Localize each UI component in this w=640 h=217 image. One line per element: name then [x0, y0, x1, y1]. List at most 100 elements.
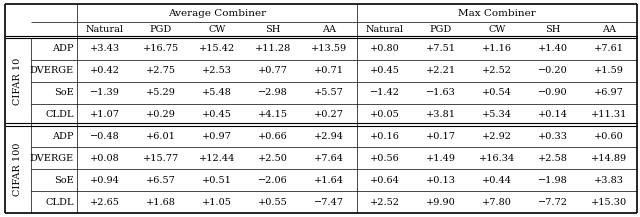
Text: +15.42: +15.42 — [199, 44, 235, 53]
Text: −0.90: −0.90 — [538, 88, 568, 97]
Text: +15.77: +15.77 — [143, 154, 179, 163]
Text: +1.07: +1.07 — [90, 110, 120, 119]
Text: +0.27: +0.27 — [314, 110, 344, 119]
Text: +2.53: +2.53 — [202, 66, 232, 75]
Text: +0.44: +0.44 — [482, 176, 512, 185]
Text: DVERGE: DVERGE — [30, 154, 74, 163]
Text: PGD: PGD — [430, 26, 452, 35]
Text: +0.29: +0.29 — [146, 110, 176, 119]
Text: +2.92: +2.92 — [482, 132, 512, 141]
Text: +3.43: +3.43 — [90, 44, 120, 53]
Text: DVERGE: DVERGE — [30, 66, 74, 75]
Text: +0.45: +0.45 — [370, 66, 400, 75]
Text: +9.90: +9.90 — [426, 197, 456, 207]
Text: +0.42: +0.42 — [90, 66, 120, 75]
Text: +12.44: +12.44 — [199, 154, 235, 163]
Text: +11.28: +11.28 — [255, 44, 291, 53]
Text: +16.34: +16.34 — [479, 154, 515, 163]
Text: +7.64: +7.64 — [314, 154, 344, 163]
Text: +1.59: +1.59 — [594, 66, 624, 75]
Text: CLDL: CLDL — [45, 110, 74, 119]
Text: +7.61: +7.61 — [594, 44, 624, 53]
Text: +2.75: +2.75 — [146, 66, 176, 75]
Text: +5.57: +5.57 — [314, 88, 344, 97]
Text: −7.72: −7.72 — [538, 197, 568, 207]
Text: +0.64: +0.64 — [370, 176, 400, 185]
Text: +0.33: +0.33 — [538, 132, 568, 141]
Text: +2.94: +2.94 — [314, 132, 344, 141]
Text: PGD: PGD — [150, 26, 172, 35]
Text: +0.77: +0.77 — [258, 66, 288, 75]
Text: −2.06: −2.06 — [258, 176, 288, 185]
Text: +1.49: +1.49 — [426, 154, 456, 163]
Text: +0.54: +0.54 — [482, 88, 512, 97]
Text: +5.29: +5.29 — [146, 88, 176, 97]
Text: SH: SH — [266, 26, 281, 35]
Text: +7.51: +7.51 — [426, 44, 456, 53]
Text: SH: SH — [545, 26, 561, 35]
Text: −1.42: −1.42 — [370, 88, 400, 97]
Text: −1.63: −1.63 — [426, 88, 456, 97]
Text: ADP: ADP — [52, 132, 74, 141]
Text: +0.56: +0.56 — [370, 154, 400, 163]
Text: +2.50: +2.50 — [258, 154, 288, 163]
Text: +0.60: +0.60 — [594, 132, 624, 141]
Text: SoE: SoE — [54, 176, 74, 185]
Text: +14.89: +14.89 — [591, 154, 627, 163]
Text: +3.81: +3.81 — [426, 110, 456, 119]
Text: +0.94: +0.94 — [90, 176, 120, 185]
Text: +6.01: +6.01 — [146, 132, 176, 141]
Text: +2.52: +2.52 — [370, 197, 400, 207]
Text: +0.05: +0.05 — [370, 110, 400, 119]
Text: −0.48: −0.48 — [90, 132, 120, 141]
Text: −1.39: −1.39 — [90, 88, 120, 97]
Text: +3.83: +3.83 — [594, 176, 624, 185]
Text: +0.55: +0.55 — [258, 197, 288, 207]
Text: +0.51: +0.51 — [202, 176, 232, 185]
Text: Max Combiner: Max Combiner — [458, 8, 536, 18]
Text: +0.80: +0.80 — [370, 44, 400, 53]
Text: CW: CW — [208, 26, 226, 35]
Text: +5.48: +5.48 — [202, 88, 232, 97]
Text: +15.30: +15.30 — [591, 197, 627, 207]
Text: +0.17: +0.17 — [426, 132, 456, 141]
Text: +1.16: +1.16 — [482, 44, 512, 53]
Text: Natural: Natural — [366, 26, 404, 35]
Text: +13.59: +13.59 — [311, 44, 347, 53]
Text: ADP: ADP — [52, 44, 74, 53]
Text: −2.98: −2.98 — [258, 88, 288, 97]
Text: +1.05: +1.05 — [202, 197, 232, 207]
Text: +1.68: +1.68 — [146, 197, 176, 207]
Text: +1.64: +1.64 — [314, 176, 344, 185]
Text: +0.08: +0.08 — [90, 154, 120, 163]
Text: +0.14: +0.14 — [538, 110, 568, 119]
Text: +0.97: +0.97 — [202, 132, 232, 141]
Text: AA: AA — [322, 26, 336, 35]
Text: CIFAR 100: CIFAR 100 — [13, 143, 22, 196]
Text: +2.21: +2.21 — [426, 66, 456, 75]
Text: +16.75: +16.75 — [143, 44, 179, 53]
Text: +0.13: +0.13 — [426, 176, 456, 185]
Text: +11.31: +11.31 — [591, 110, 627, 119]
Text: +0.16: +0.16 — [370, 132, 400, 141]
Text: +2.58: +2.58 — [538, 154, 568, 163]
Text: −1.98: −1.98 — [538, 176, 568, 185]
Text: +0.71: +0.71 — [314, 66, 344, 75]
Text: +2.65: +2.65 — [90, 197, 120, 207]
Text: +6.97: +6.97 — [594, 88, 624, 97]
Text: AA: AA — [602, 26, 616, 35]
Text: +2.52: +2.52 — [482, 66, 512, 75]
Text: +6.57: +6.57 — [146, 176, 176, 185]
Text: Natural: Natural — [86, 26, 124, 35]
Text: +1.40: +1.40 — [538, 44, 568, 53]
Text: +5.34: +5.34 — [482, 110, 512, 119]
Text: CIFAR 10: CIFAR 10 — [13, 58, 22, 105]
Text: +7.80: +7.80 — [482, 197, 512, 207]
Text: −7.47: −7.47 — [314, 197, 344, 207]
Text: CW: CW — [488, 26, 506, 35]
Text: +4.15: +4.15 — [258, 110, 288, 119]
Text: CLDL: CLDL — [45, 197, 74, 207]
Text: +0.66: +0.66 — [258, 132, 288, 141]
Text: Average Combiner: Average Combiner — [168, 8, 266, 18]
Text: SoE: SoE — [54, 88, 74, 97]
